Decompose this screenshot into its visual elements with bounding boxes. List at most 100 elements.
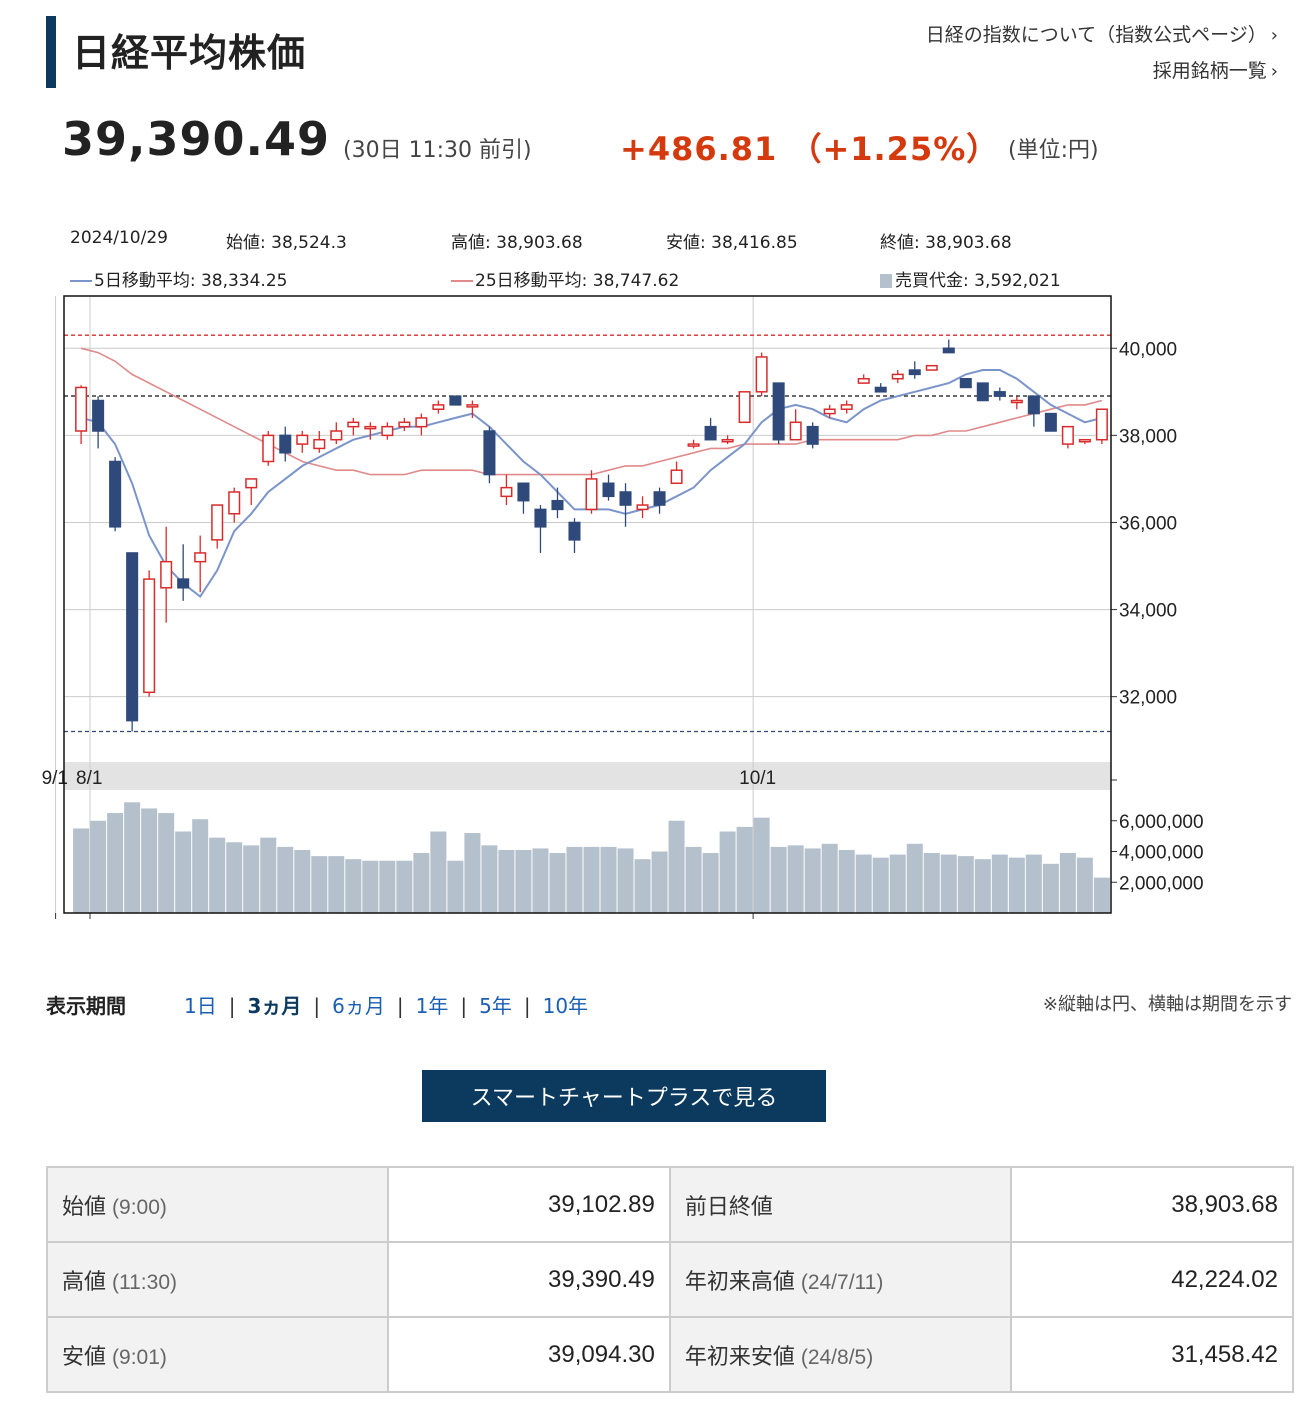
volume-bar — [702, 853, 719, 913]
volume-bar — [906, 843, 923, 913]
legend-ma25: 25日移動平均: 38,747.62 — [451, 266, 679, 291]
x-tick-label: 8/1 — [76, 768, 102, 789]
volume-tick-label: 2,000,000 — [1119, 873, 1204, 894]
candle-body — [1010, 399, 1023, 404]
volume-bar — [549, 853, 566, 913]
volume-bar — [685, 846, 702, 913]
candle-body — [500, 486, 513, 498]
index-info-link-label: 日経の指数について（指数公式ページ） — [925, 24, 1267, 46]
volume-bar — [515, 849, 532, 913]
candle-body — [874, 386, 887, 393]
candle-body — [670, 469, 683, 485]
volume-bar — [1093, 877, 1110, 913]
volume-bar — [634, 859, 651, 913]
ma5-legend-label: 5日移動平均: 38,334.25 — [94, 271, 288, 291]
table-row: 始値 (9:00) 39,102.89 前日終値 38,903.68 — [46, 1166, 1295, 1243]
period-tab-0[interactable]: 1日 — [184, 994, 217, 1018]
stat-value-cell: 39,390.49 — [386, 1241, 671, 1318]
volume-bar — [600, 846, 617, 913]
ma25-legend-label: 25日移動平均: 38,747.62 — [475, 271, 680, 291]
stat-value-cell: 38,903.68 — [1009, 1166, 1295, 1243]
volume-bar — [872, 857, 889, 913]
candle-body — [245, 478, 258, 489]
candle-body — [1044, 412, 1057, 432]
title-accent-bar — [46, 16, 56, 88]
constituents-link-label: 採用銘柄一覧 — [1152, 60, 1267, 82]
candle-body — [364, 425, 377, 430]
candle-body — [347, 421, 360, 428]
period-tab-5[interactable]: 10年 — [542, 994, 589, 1018]
candle-body — [602, 482, 615, 498]
volume-bar — [413, 853, 430, 913]
volume-bar — [124, 802, 141, 913]
axis-note: ※縦軸は円、横軸は期間を示す — [1042, 994, 1292, 1015]
ma5-legend-swatch — [70, 280, 92, 282]
stat-sublabel: (24/7/11) — [800, 1270, 884, 1294]
volume-tick-label: 6,000,000 — [1119, 812, 1204, 833]
candle-body — [959, 377, 972, 389]
period-tab-3[interactable]: 1年 — [415, 994, 449, 1018]
candle-body — [687, 443, 700, 447]
page-title: 日経平均株価 — [72, 31, 307, 75]
volume-bar — [447, 860, 464, 913]
candle-body — [313, 438, 326, 450]
volume-bar — [209, 837, 226, 913]
volume-bar — [974, 859, 991, 913]
candle-body — [772, 382, 785, 441]
price-timestamp: (30日 11:30 前引) — [343, 138, 532, 163]
period-tab-1[interactable]: 3ヵ月 — [247, 994, 302, 1018]
candle-body — [1095, 408, 1108, 441]
ma25-legend-swatch — [451, 280, 473, 282]
candle-body — [109, 460, 122, 528]
price-change: +486.81 （+1.25%） — [620, 130, 1000, 168]
candle-body — [279, 434, 292, 454]
volume-bar — [940, 854, 957, 913]
stat-value-cell: 39,102.89 — [386, 1166, 671, 1243]
candle-body — [891, 373, 904, 380]
stat-sublabel: (9:01) — [112, 1345, 167, 1369]
volume-bar — [1059, 853, 1076, 913]
candle-body — [568, 521, 581, 541]
volume-bar — [838, 849, 855, 913]
volume-bar — [957, 856, 974, 913]
volume-bar — [855, 854, 872, 913]
stat-label: 高値 — [62, 1268, 107, 1294]
price-stats-table: 始値 (9:00) 39,102.89 前日終値 38,903.68 高値 (11:30) 3… — [46, 1166, 1295, 1393]
candle-body — [1078, 438, 1091, 443]
stat-label-cell: 高値 (11:30) — [46, 1241, 389, 1318]
candle-body — [653, 491, 666, 506]
period-tab-4[interactable]: 5年 — [479, 994, 512, 1018]
candle-body — [806, 425, 819, 445]
tab-separator: | — [523, 994, 531, 1018]
constituents-link[interactable]: 採用銘柄一覧 › — [1153, 56, 1278, 83]
candle-body — [721, 438, 734, 443]
candle-body — [126, 552, 139, 722]
candle-body — [483, 430, 496, 476]
volume-bar — [379, 860, 396, 913]
legend-volume: 売買代金: 3,592,021 — [880, 266, 1061, 291]
candle-body — [466, 404, 479, 408]
index-info-link[interactable]: 日経の指数について（指数公式ページ） › — [926, 20, 1278, 47]
chevron-right-icon: › — [1270, 25, 1278, 46]
period-tab-2[interactable]: 6ヵ月 — [332, 994, 385, 1018]
candle-body — [517, 482, 530, 502]
volume-bar — [736, 826, 753, 913]
volume-bar — [566, 846, 583, 913]
candle-body — [908, 369, 921, 376]
price-chart[interactable]: 40,000 38,000 36,000 34,000 32,000 8/1 9/1 10/1… — [0, 290, 1300, 930]
stat-value-cell: 31,458.42 — [1009, 1316, 1295, 1393]
volume-bar — [362, 860, 379, 913]
candle-body — [415, 417, 428, 428]
y-tick-label: 36,000 — [1119, 513, 1177, 534]
smart-chart-plus-button[interactable]: スマートチャートプラスで見る — [422, 1070, 826, 1122]
volume-bar — [260, 837, 277, 913]
volume-bar — [770, 846, 787, 913]
volume-bar — [192, 819, 209, 913]
candle-body — [296, 434, 309, 445]
tab-separator: | — [460, 994, 468, 1018]
volume-bar — [787, 845, 804, 913]
stat-value: 39,094.30 — [548, 1340, 655, 1368]
current-price: 39,390.49 — [62, 112, 330, 166]
candle-body — [143, 578, 156, 694]
stat-label: 年初来安値 — [684, 1343, 795, 1369]
